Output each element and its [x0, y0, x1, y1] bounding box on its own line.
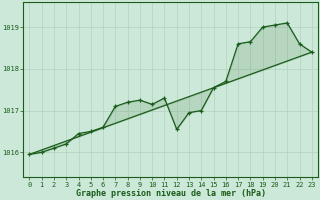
- X-axis label: Graphe pression niveau de la mer (hPa): Graphe pression niveau de la mer (hPa): [76, 189, 266, 198]
